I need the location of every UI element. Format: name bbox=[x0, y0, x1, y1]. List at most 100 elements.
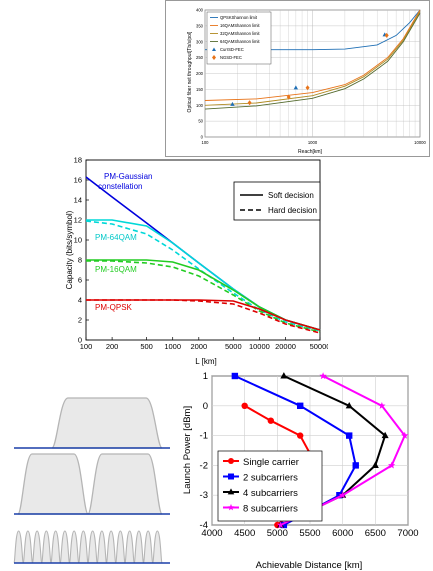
data-point bbox=[247, 100, 252, 106]
x-tick-label: 6500 bbox=[365, 528, 386, 539]
data-point bbox=[401, 431, 409, 439]
series-line bbox=[86, 299, 321, 334]
x-tick-label: 20000 bbox=[275, 342, 296, 351]
y-tick-label: 2 bbox=[78, 316, 82, 325]
x-tick-label: 6000 bbox=[332, 528, 353, 539]
x-axis-label: L [km] bbox=[195, 357, 216, 366]
reach-throughput-chart: 0 50 100 150 200 250 300 350 400 100 1000 10000 Rea… bbox=[165, 0, 430, 157]
y-tick-label: 100 bbox=[196, 103, 204, 108]
y-tick-label: 4 bbox=[78, 296, 82, 305]
legend-entry: NGSD-FEC bbox=[220, 55, 242, 60]
legend: Soft decision Hard decision bbox=[233, 181, 321, 221]
tick-labels: 4000 4500 5000 5500 6000 6500 7000 -4 -3 -2 -1 0 1 bbox=[200, 371, 419, 539]
y-tick-label: 200 bbox=[196, 71, 204, 76]
y-tick-label: 350 bbox=[196, 23, 204, 28]
launch-power-chart: 4000 4500 5000 5500 6000 6500 7000 -4 -3 -2 -1 0 1 A… bbox=[182, 371, 419, 571]
data-point bbox=[280, 372, 288, 379]
carrier-spectrum bbox=[17, 453, 89, 515]
y-tick-label: 150 bbox=[196, 87, 204, 92]
data-point bbox=[371, 461, 379, 468]
data-point bbox=[228, 473, 234, 480]
y-tick-label: 8 bbox=[78, 256, 82, 265]
y-tick-label: 14 bbox=[74, 196, 82, 205]
legend-box bbox=[233, 181, 321, 221]
x-tick-label: 4500 bbox=[234, 528, 255, 539]
plot-area bbox=[85, 176, 321, 334]
plot-area bbox=[204, 9, 421, 110]
y-axis-label: Optical fiber net throughput[Tb/s/pol] bbox=[187, 31, 193, 112]
y-tick-label: 0 bbox=[201, 135, 204, 140]
legend-entry: 4 subcarriers bbox=[243, 488, 298, 499]
legend-entry: 16QAMShannon limit bbox=[220, 23, 260, 28]
spectrum-illustrations bbox=[13, 397, 170, 564]
y-tick-label: 400 bbox=[196, 8, 204, 13]
annotation-qpsk: PM-QPSK bbox=[95, 303, 133, 312]
legend: QPSKShannon limit 16QAMShannon limit 32QAM… bbox=[206, 11, 272, 65]
subcarrier-spectrum bbox=[124, 530, 135, 564]
tick-labels: 0 50 100 150 200 250 300 350 400 100 1000 10000 bbox=[196, 8, 426, 146]
spectrum-two-subcarriers bbox=[14, 453, 170, 515]
data-point bbox=[297, 402, 304, 409]
x-tick-label: 5500 bbox=[299, 528, 320, 539]
data-point bbox=[388, 461, 396, 469]
x-tick-label: 7000 bbox=[397, 528, 418, 539]
x-tick-label: 10000 bbox=[249, 342, 270, 351]
series-line bbox=[85, 220, 321, 332]
subcarrier-spectrum bbox=[31, 530, 43, 564]
series-line bbox=[204, 12, 421, 110]
series-line bbox=[86, 299, 321, 331]
data-point bbox=[297, 432, 304, 439]
legend-entry: Hard decision bbox=[268, 206, 317, 215]
spectrum-eight-subcarriers bbox=[13, 530, 170, 564]
subcarrier-spectrum bbox=[96, 530, 108, 564]
x-tick-label: 100 bbox=[80, 342, 93, 351]
subcarrier-spectrum bbox=[133, 530, 145, 564]
subcarrier-spectrum bbox=[13, 530, 24, 564]
annotation-16qam: PM-16QAM bbox=[95, 265, 137, 274]
series-line bbox=[204, 11, 421, 106]
y-tick-label: -4 bbox=[200, 520, 208, 531]
legend-box bbox=[206, 11, 272, 65]
plot-area bbox=[231, 372, 409, 529]
data-point bbox=[378, 402, 386, 409]
subcarrier-spectrum bbox=[78, 530, 89, 564]
y-axis-label: Capacity (bits/symbol) bbox=[65, 210, 74, 289]
subcarrier-spectrum bbox=[105, 530, 117, 564]
x-tick-label: 4000 bbox=[201, 528, 222, 539]
series-line bbox=[205, 9, 421, 51]
series-line bbox=[86, 260, 321, 333]
series-line bbox=[280, 375, 406, 526]
data-point bbox=[286, 94, 291, 100]
legend-entry: 8 subcarriers bbox=[243, 504, 298, 515]
x-tick-label: 5000 bbox=[267, 528, 288, 539]
y-tick-label: 300 bbox=[196, 39, 204, 44]
legend-entry: QPSKShannon limit bbox=[220, 15, 258, 20]
y-tick-label: 50 bbox=[198, 119, 203, 124]
annotation-gaussian: PM-Gaussian constellation bbox=[98, 172, 152, 191]
data-point bbox=[345, 401, 353, 409]
data-point bbox=[352, 462, 359, 469]
y-tick-label: 18 bbox=[74, 156, 82, 165]
subcarrier-spectrum bbox=[87, 530, 98, 564]
spectrum-single-carrier bbox=[14, 397, 170, 449]
data-point bbox=[227, 488, 235, 495]
y-tick-label: 0 bbox=[203, 401, 208, 412]
legend-entry: 2 subcarriers bbox=[243, 473, 298, 484]
data-point bbox=[276, 521, 285, 529]
annotation-64qam: PM-64QAM bbox=[95, 233, 137, 242]
x-tick-label: 500 bbox=[140, 342, 153, 351]
data-point bbox=[230, 101, 235, 106]
subcarrier-spectrum bbox=[22, 530, 34, 564]
x-tick-label: 5000 bbox=[225, 342, 242, 351]
legend-entry: CurrSD-FEC bbox=[220, 47, 244, 52]
legend-entry: 32QAMShannon limit bbox=[220, 31, 260, 36]
x-tick-label: 200 bbox=[106, 342, 119, 351]
data-point bbox=[227, 503, 235, 511]
subcarrier-spectrum bbox=[68, 530, 80, 564]
x-tick-label: 10000 bbox=[414, 140, 426, 145]
y-tick-label: 250 bbox=[196, 55, 204, 60]
data-point bbox=[346, 432, 353, 439]
y-tick-label: 6 bbox=[78, 276, 82, 285]
